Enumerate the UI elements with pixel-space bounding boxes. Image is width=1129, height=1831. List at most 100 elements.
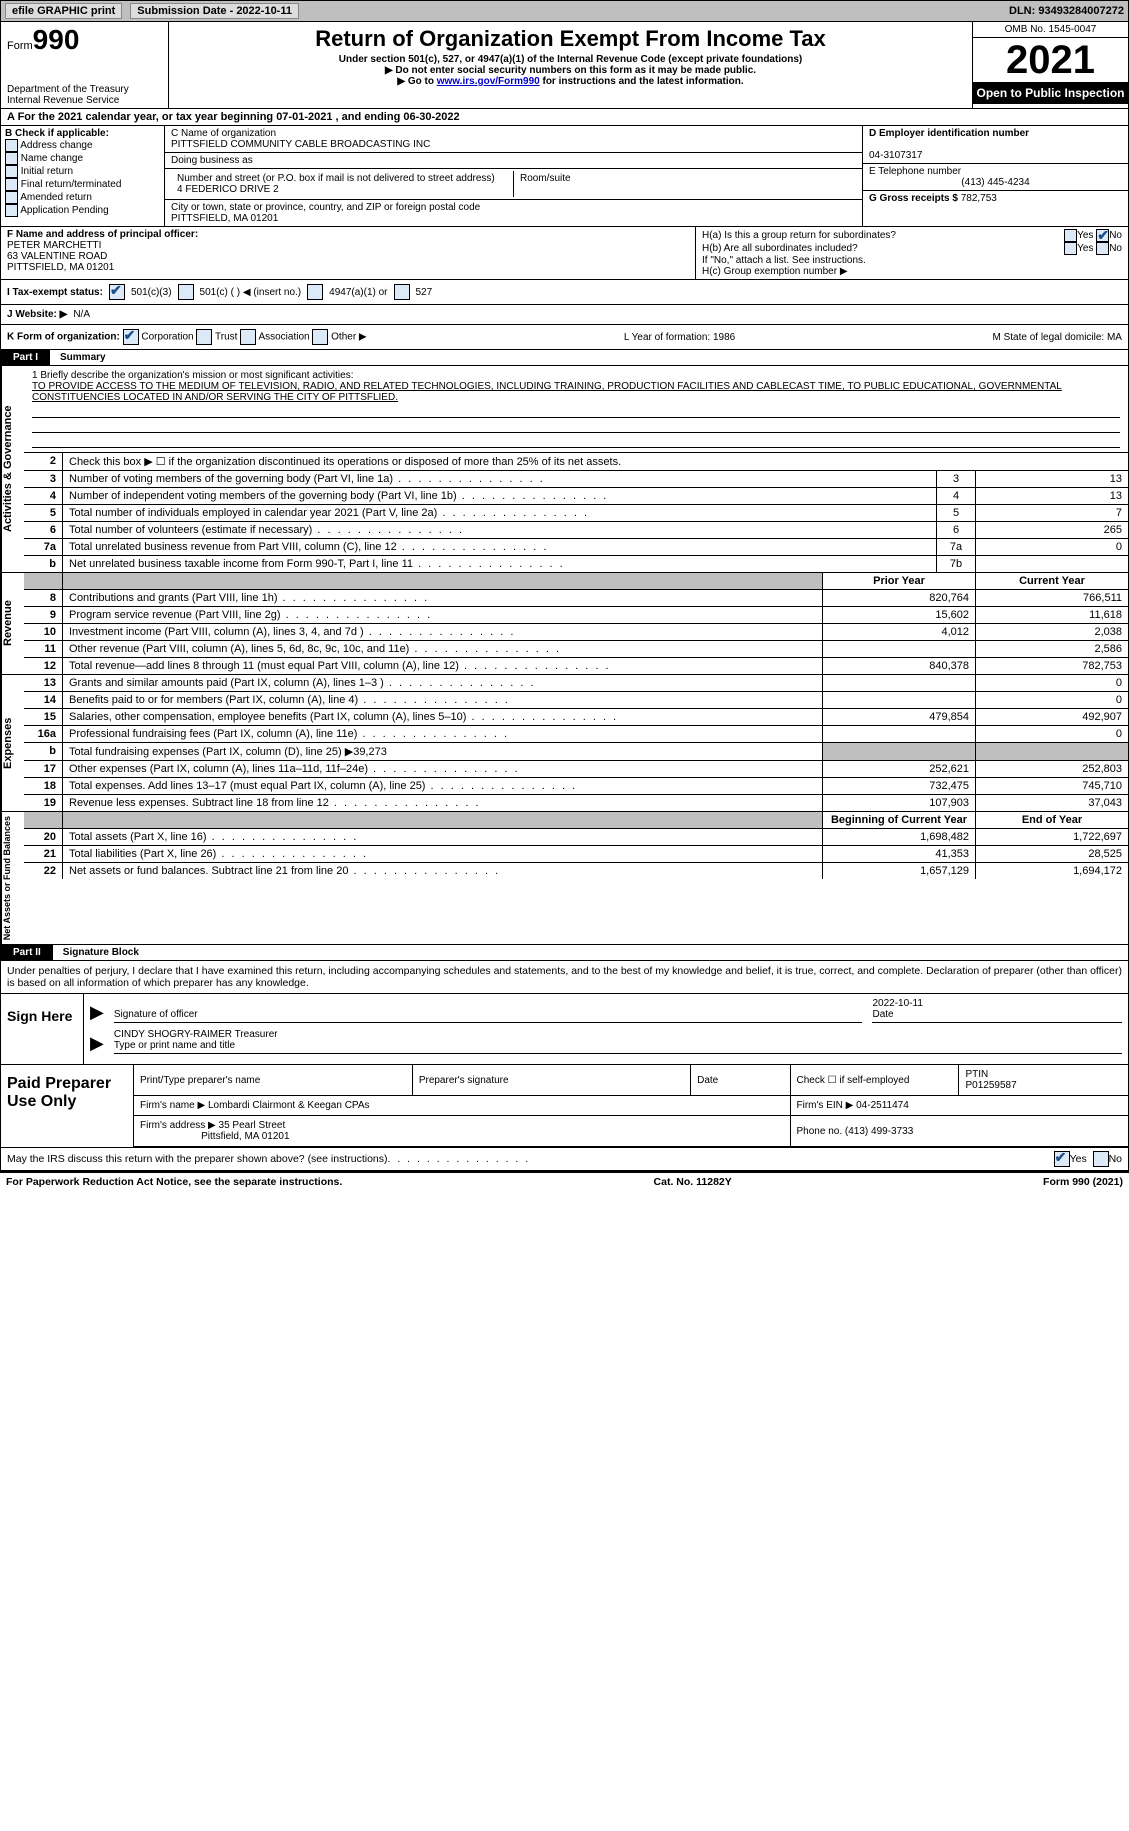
l-year-formation: L Year of formation: 1986 [624, 332, 735, 343]
room-suite-label: Room/suite [514, 171, 856, 197]
tax-year: 2021 [973, 38, 1128, 82]
hb-no[interactable] [1096, 242, 1109, 255]
final-footer: For Paperwork Reduction Act Notice, see … [0, 1171, 1129, 1191]
hc-label: H(c) Group exemption number ▶ [702, 266, 1122, 277]
firm-phone: (413) 499-3733 [845, 1126, 913, 1137]
status-527[interactable] [394, 284, 410, 300]
vtab-expenses: Expenses [1, 675, 24, 811]
identity-block: B Check if applicable: Address change Na… [0, 126, 1129, 227]
discuss-question: May the IRS discuss this return with the… [7, 1153, 388, 1165]
sig-date: 2022-10-11 [872, 998, 922, 1009]
net-asset-lines: Beginning of Current YearEnd of Year20To… [24, 812, 1128, 879]
part1-title: Summary [60, 352, 106, 363]
summary-governance: Activities & Governance 1 Briefly descri… [0, 366, 1129, 573]
ha-label: H(a) Is this a group return for subordin… [702, 230, 896, 241]
dln-label: DLN: 93493284007272 [1009, 5, 1124, 17]
firm-ein-label: Firm's EIN ▶ [797, 1100, 854, 1111]
irs-label: Internal Revenue Service [7, 95, 162, 106]
phone-value: (413) 445-4234 [869, 177, 1122, 188]
part1-num: Part I [1, 350, 50, 365]
city-label: City or town, state or province, country… [171, 202, 480, 213]
k-row: K Form of organization: Corporation Trus… [0, 325, 1129, 350]
sig-arrow-icon: ▶ [90, 1002, 104, 1023]
check-address-change[interactable]: Address change [5, 139, 160, 152]
org-other[interactable] [312, 329, 328, 345]
e-phone-label: E Telephone number [869, 166, 961, 177]
irs-link[interactable]: www.irs.gov/Form990 [437, 76, 540, 87]
summary-expenses: Expenses 13Grants and similar amounts pa… [0, 675, 1129, 812]
open-to-public: Open to Public Inspection [973, 82, 1128, 104]
g-gross-label: G Gross receipts $ [869, 193, 958, 204]
hb-note: If "No," attach a list. See instructions… [702, 255, 1122, 266]
ha-no[interactable] [1096, 229, 1109, 242]
sig-date-label: Date [872, 1009, 893, 1020]
goto-line: ▶ Go to www.irs.gov/Form990 for instruct… [175, 76, 966, 87]
omb-number: OMB No. 1545-0047 [973, 22, 1128, 38]
officer-group-block: F Name and address of principal officer:… [0, 227, 1129, 280]
officer-name-label: Type or print name and title [114, 1040, 235, 1051]
org-corp[interactable] [123, 329, 139, 345]
paid-preparer-block: Paid Preparer Use Only Print/Type prepar… [0, 1065, 1129, 1148]
efile-print-button[interactable]: efile GRAPHIC print [5, 3, 122, 19]
cat-number: Cat. No. 11282Y [654, 1176, 732, 1188]
discuss-yes[interactable] [1054, 1151, 1070, 1167]
form-subtitle: Under section 501(c), 527, or 4947(a)(1)… [175, 54, 966, 65]
org-name: PITTSFIELD COMMUNITY CABLE BROADCASTING … [171, 139, 430, 150]
vtab-revenue: Revenue [1, 573, 24, 674]
firm-addr-label: Firm's address ▶ [140, 1120, 216, 1131]
expense-lines: 13Grants and similar amounts paid (Part … [24, 675, 1128, 811]
tax-exempt-status-row: I Tax-exempt status: 501(c)(3) 501(c) ( … [0, 280, 1129, 305]
sign-here-label: Sign Here [1, 994, 84, 1064]
dept-treasury: Department of the Treasury [7, 84, 162, 95]
submission-date: Submission Date - 2022-10-11 [130, 3, 299, 19]
officer-addr2: PITTSFIELD, MA 01201 [7, 262, 114, 273]
firm-addr1: 35 Pearl Street [219, 1120, 286, 1131]
prep-name-label: Print/Type preparer's name [134, 1065, 412, 1096]
d-ein-label: D Employer identification number [869, 128, 1029, 139]
summary-net-assets: Net Assets or Fund Balances Beginning of… [0, 812, 1129, 945]
officer-addr1: 63 VALENTINE ROAD [7, 251, 107, 262]
i-label: I Tax-exempt status: [7, 287, 103, 298]
check-amended[interactable]: Amended return [5, 191, 160, 204]
firm-name-label: Firm's name ▶ [140, 1100, 205, 1111]
ein-value: 04-3107317 [869, 150, 922, 161]
form-title: Return of Organization Exempt From Incom… [175, 26, 966, 52]
status-4947[interactable] [307, 284, 323, 300]
mission-text: TO PROVIDE ACCESS TO THE MEDIUM OF TELEV… [32, 381, 1120, 403]
check-initial-return[interactable]: Initial return [5, 165, 160, 178]
ptin-value: P01259587 [965, 1080, 1016, 1091]
check-name-change[interactable]: Name change [5, 152, 160, 165]
firm-name: Lombardi Clairmont & Keegan CPAs [208, 1100, 370, 1111]
status-501c[interactable] [178, 284, 194, 300]
firm-addr2: Pittsfield, MA 01201 [201, 1131, 289, 1142]
ptin-label: PTIN [965, 1069, 988, 1080]
discuss-no[interactable] [1093, 1151, 1109, 1167]
sign-here-block: Sign Here ▶ Signature of officer 2022-10… [0, 994, 1129, 1065]
status-501c3[interactable] [109, 284, 125, 300]
officer-printed-name: CINDY SHOGRY-RAIMER Treasurer [114, 1029, 278, 1040]
form-number: 990 [33, 24, 80, 55]
check-application-pending[interactable]: Application Pending [5, 204, 160, 217]
website-value: N/A [73, 309, 90, 320]
form-header: Form990 Department of the Treasury Inter… [0, 22, 1129, 109]
row-a-tax-year: A For the 2021 calendar year, or tax yea… [0, 109, 1129, 126]
hb-yes[interactable] [1064, 242, 1077, 255]
ha-yes[interactable] [1064, 229, 1077, 242]
vtab-governance: Activities & Governance [1, 366, 24, 572]
gross-receipts: 782,753 [961, 193, 997, 204]
check-final-return[interactable]: Final return/terminated [5, 178, 160, 191]
org-assoc[interactable] [240, 329, 256, 345]
signature-declaration: Under penalties of perjury, I declare th… [0, 961, 1129, 994]
summary-revenue: Revenue Prior YearCurrent Year8Contribut… [0, 573, 1129, 675]
j-label: J Website: ▶ [7, 309, 67, 320]
part2-header: Part II Signature Block [0, 945, 1129, 961]
prep-self-emp[interactable]: Check ☐ if self-employed [790, 1065, 959, 1096]
b-label: B Check if applicable: [5, 128, 109, 139]
firm-phone-label: Phone no. [797, 1126, 843, 1137]
sig-arrow-icon-2: ▶ [90, 1033, 104, 1054]
prep-date-label: Date [691, 1065, 790, 1096]
org-trust[interactable] [196, 329, 212, 345]
k-label: K Form of organization: [7, 332, 120, 343]
m-state-domicile: M State of legal domicile: MA [992, 332, 1122, 343]
addr-label: Number and street (or P.O. box if mail i… [177, 173, 495, 184]
